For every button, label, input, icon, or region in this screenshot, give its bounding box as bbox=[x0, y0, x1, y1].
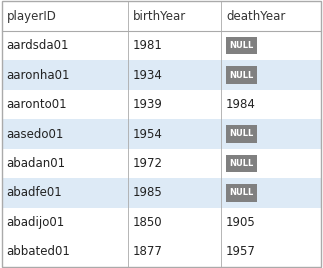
Bar bbox=[2, 149, 321, 178]
Bar bbox=[2, 1, 321, 31]
Text: aasedo01: aasedo01 bbox=[6, 128, 64, 140]
Text: 1877: 1877 bbox=[132, 245, 162, 258]
Text: NULL: NULL bbox=[229, 129, 254, 139]
Bar bbox=[226, 155, 257, 172]
Text: deathYear: deathYear bbox=[226, 10, 286, 23]
Text: 1934: 1934 bbox=[132, 69, 162, 81]
Text: birthYear: birthYear bbox=[132, 10, 186, 23]
Text: abadfe01: abadfe01 bbox=[6, 187, 62, 199]
Text: playerID: playerID bbox=[6, 10, 56, 23]
Text: NULL: NULL bbox=[229, 188, 254, 198]
Text: abadijo01: abadijo01 bbox=[6, 216, 65, 229]
Text: 1939: 1939 bbox=[132, 98, 162, 111]
Text: aaronto01: aaronto01 bbox=[6, 98, 67, 111]
Bar bbox=[2, 119, 321, 149]
Bar bbox=[226, 37, 257, 54]
Text: NULL: NULL bbox=[229, 159, 254, 168]
Bar bbox=[2, 90, 321, 119]
Text: aardsda01: aardsda01 bbox=[6, 39, 69, 52]
Bar bbox=[2, 208, 321, 237]
Bar bbox=[2, 237, 321, 267]
Text: 1957: 1957 bbox=[226, 245, 256, 258]
Bar bbox=[2, 31, 321, 60]
Text: 1985: 1985 bbox=[132, 187, 162, 199]
Bar bbox=[226, 66, 257, 84]
Text: NULL: NULL bbox=[229, 70, 254, 80]
Text: abadan01: abadan01 bbox=[6, 157, 66, 170]
Text: NULL: NULL bbox=[229, 41, 254, 50]
Text: 1905: 1905 bbox=[226, 216, 256, 229]
Text: abbated01: abbated01 bbox=[6, 245, 70, 258]
Bar bbox=[226, 184, 257, 202]
Text: 1954: 1954 bbox=[132, 128, 162, 140]
Text: aaronha01: aaronha01 bbox=[6, 69, 70, 81]
Bar bbox=[2, 60, 321, 90]
Text: 1850: 1850 bbox=[132, 216, 162, 229]
Bar bbox=[2, 178, 321, 208]
Text: 1981: 1981 bbox=[132, 39, 162, 52]
Text: 1972: 1972 bbox=[132, 157, 162, 170]
Bar bbox=[226, 125, 257, 143]
Text: 1984: 1984 bbox=[226, 98, 256, 111]
